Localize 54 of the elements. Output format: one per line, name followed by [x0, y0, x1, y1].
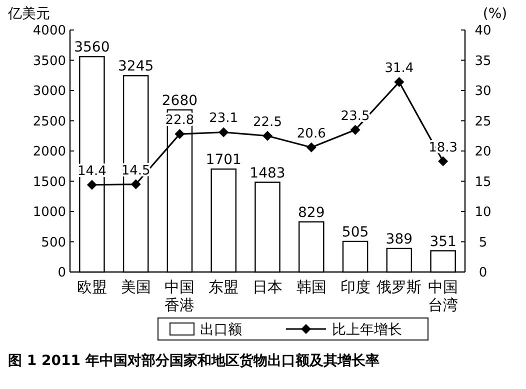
categories[2]: 中国香港: [164, 278, 195, 314]
data-label: 2680: [162, 92, 198, 109]
point: [130, 179, 141, 190]
point: [174, 129, 185, 140]
data-label: 3560: [74, 40, 110, 56]
data-label: 505: [342, 224, 369, 240]
point: [438, 156, 448, 166]
point: [350, 124, 360, 135]
yticks[5]: 2500: [32, 114, 66, 130]
y2ticks[2]: 10: [474, 205, 492, 220]
y2ticks[3]: 15: [474, 174, 492, 190]
data-label: 829: [298, 204, 325, 221]
data-label: 23.1: [209, 111, 238, 126]
categories[3]: 东盟: [208, 278, 239, 296]
title: 图 1 2011 年中国对部分国家和地区货物出口额及其增长率: [8, 353, 380, 369]
ylabel: 亿美元: [8, 6, 50, 22]
data-label: 351: [430, 234, 456, 250]
point: [218, 127, 229, 138]
categories[1]: 美国: [120, 278, 151, 296]
yticks[6]: 3000: [32, 84, 66, 99]
categories[4]: 日本: [252, 278, 282, 296]
series[0].name: 出口额: [200, 322, 242, 338]
yticks[8]: 4000: [32, 24, 66, 38]
data-label: 1483: [250, 165, 286, 182]
y2ticks[0]: 0: [478, 266, 488, 280]
point: [262, 130, 272, 141]
series[1].name: 比上年增长: [332, 322, 402, 338]
y2label: (%): [482, 6, 508, 22]
categories[5]: 韩国: [296, 278, 326, 296]
categories[7]: 俄罗斯: [376, 278, 422, 296]
y2ticks[5]: 25: [474, 114, 492, 130]
data-label: 22.5: [253, 114, 282, 130]
y2ticks[8]: 40: [474, 24, 492, 38]
yticks[7]: 3500: [32, 54, 66, 69]
yticks[2]: 1000: [32, 205, 66, 220]
yticks[4]: 2000: [32, 144, 66, 160]
yticks[1]: 500: [41, 235, 66, 250]
data-label: 389: [386, 231, 413, 248]
point: [306, 142, 316, 152]
point: [86, 180, 97, 190]
y2ticks[7]: 35: [474, 54, 492, 69]
categories[8]: 中国台湾: [428, 278, 458, 314]
y2ticks[4]: 20: [474, 144, 492, 160]
yticks[3]: 1500: [32, 174, 66, 190]
y2ticks[6]: 30: [474, 84, 492, 99]
point: [394, 77, 404, 88]
yticks[0]: 0: [58, 266, 66, 280]
y2ticks[1]: 5: [478, 235, 488, 250]
data-label: 20.6: [296, 126, 326, 142]
categories[0]: 欧盟: [76, 278, 107, 296]
categories[6]: 印度: [340, 278, 370, 296]
data-label: 3245: [118, 58, 154, 75]
data-label: 1701: [206, 152, 242, 168]
data-label: 31.4: [384, 61, 414, 76]
